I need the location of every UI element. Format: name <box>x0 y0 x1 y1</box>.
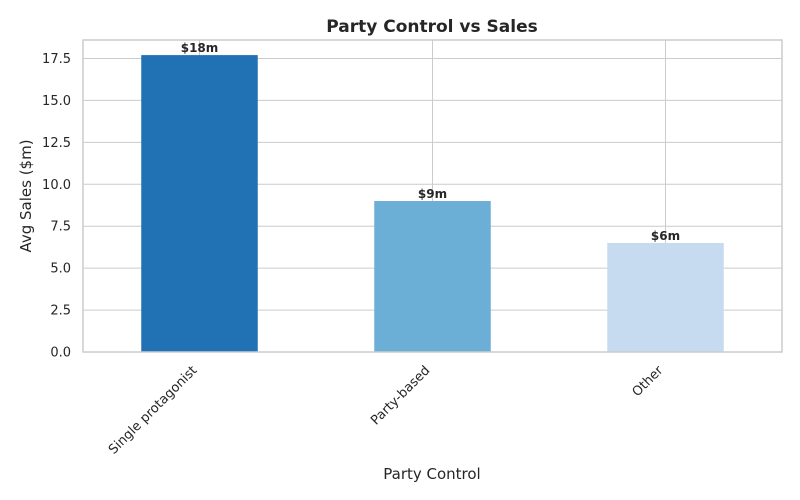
y-tick-label: 2.5 <box>50 304 71 319</box>
y-axis-label: Avg Sales ($m) <box>17 139 35 252</box>
bar <box>141 55 258 353</box>
y-tick-label: 10.0 <box>42 178 71 193</box>
bar-value-label: $18m <box>181 41 219 55</box>
x-axis-ticks: Single protagonist Party-based Other <box>106 363 667 458</box>
chart-title: Party Control vs Sales <box>326 17 538 37</box>
bar <box>374 201 491 352</box>
data-labels: $18m $9m $6m <box>181 41 680 243</box>
x-tick-label: Party-based <box>368 363 433 428</box>
y-tick-label: 15.0 <box>42 94 71 109</box>
y-tick-label: 17.5 <box>42 52 71 67</box>
y-tick-label: 5.0 <box>50 262 71 277</box>
bar <box>607 242 724 352</box>
x-tick-label: Other <box>630 363 667 400</box>
y-tick-label: 7.5 <box>50 220 71 235</box>
x-axis-label: Party Control <box>383 465 480 483</box>
y-axis-ticks: 0.0 2.5 5.0 7.5 10.0 12.5 15.0 17.5 <box>42 52 71 361</box>
plot-frame <box>82 39 783 353</box>
bar-value-label: $6m <box>651 229 680 243</box>
bars <box>141 55 724 353</box>
x-tick-label: Single protagonist <box>106 363 200 457</box>
y-tick-label: 0.0 <box>50 346 71 361</box>
y-tick-label: 12.5 <box>42 136 71 151</box>
bar-value-label: $9m <box>418 187 447 201</box>
